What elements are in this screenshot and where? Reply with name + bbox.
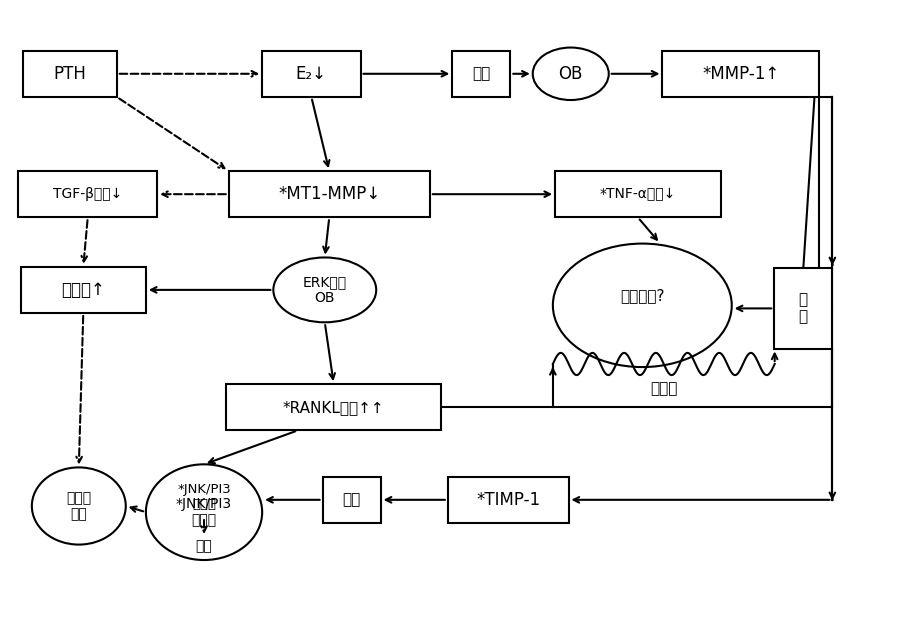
Ellipse shape <box>32 467 126 545</box>
FancyBboxPatch shape <box>262 50 361 97</box>
Text: 增殖与
凋亡: 增殖与 凋亡 <box>67 491 92 521</box>
Text: 受体: 受体 <box>472 66 490 81</box>
Ellipse shape <box>533 47 608 100</box>
FancyBboxPatch shape <box>18 171 158 217</box>
Text: *JNK/PI3
磷酸化: *JNK/PI3 磷酸化 <box>176 497 232 527</box>
FancyBboxPatch shape <box>22 50 117 97</box>
Circle shape <box>553 244 732 367</box>
Text: PTH: PTH <box>53 65 86 83</box>
Text: TGF-β激活↓: TGF-β激活↓ <box>53 187 122 201</box>
Text: 受
体: 受 体 <box>798 292 808 325</box>
FancyBboxPatch shape <box>662 50 819 97</box>
FancyBboxPatch shape <box>452 50 510 97</box>
Text: *MMP-1↑: *MMP-1↑ <box>702 65 779 83</box>
Text: 信号途径?: 信号途径? <box>620 288 664 303</box>
Ellipse shape <box>146 464 262 560</box>
FancyBboxPatch shape <box>555 171 721 217</box>
Text: *TIMP-1: *TIMP-1 <box>476 491 540 509</box>
Text: E₂↓: E₂↓ <box>296 65 327 83</box>
Text: 凋亡: 凋亡 <box>195 539 212 553</box>
Ellipse shape <box>274 257 376 322</box>
FancyBboxPatch shape <box>774 269 832 348</box>
FancyBboxPatch shape <box>322 477 381 523</box>
Text: *TNF-α降解↓: *TNF-α降解↓ <box>599 187 676 201</box>
FancyBboxPatch shape <box>448 477 569 523</box>
Text: OB: OB <box>559 65 583 83</box>
FancyBboxPatch shape <box>21 267 146 313</box>
Text: *MT1-MMP↓: *MT1-MMP↓ <box>278 185 381 203</box>
Text: ERK信号
OB: ERK信号 OB <box>302 275 346 305</box>
FancyBboxPatch shape <box>229 171 430 217</box>
Text: 骨形成↑: 骨形成↑ <box>61 281 105 299</box>
Text: *JNK/PI3
磷酸化: *JNK/PI3 磷酸化 <box>177 483 231 511</box>
Text: 骨吸收: 骨吸收 <box>650 381 678 396</box>
FancyBboxPatch shape <box>227 384 441 430</box>
Text: 受体: 受体 <box>343 492 361 507</box>
Text: *RANKL表达↑↑: *RANKL表达↑↑ <box>283 400 384 415</box>
